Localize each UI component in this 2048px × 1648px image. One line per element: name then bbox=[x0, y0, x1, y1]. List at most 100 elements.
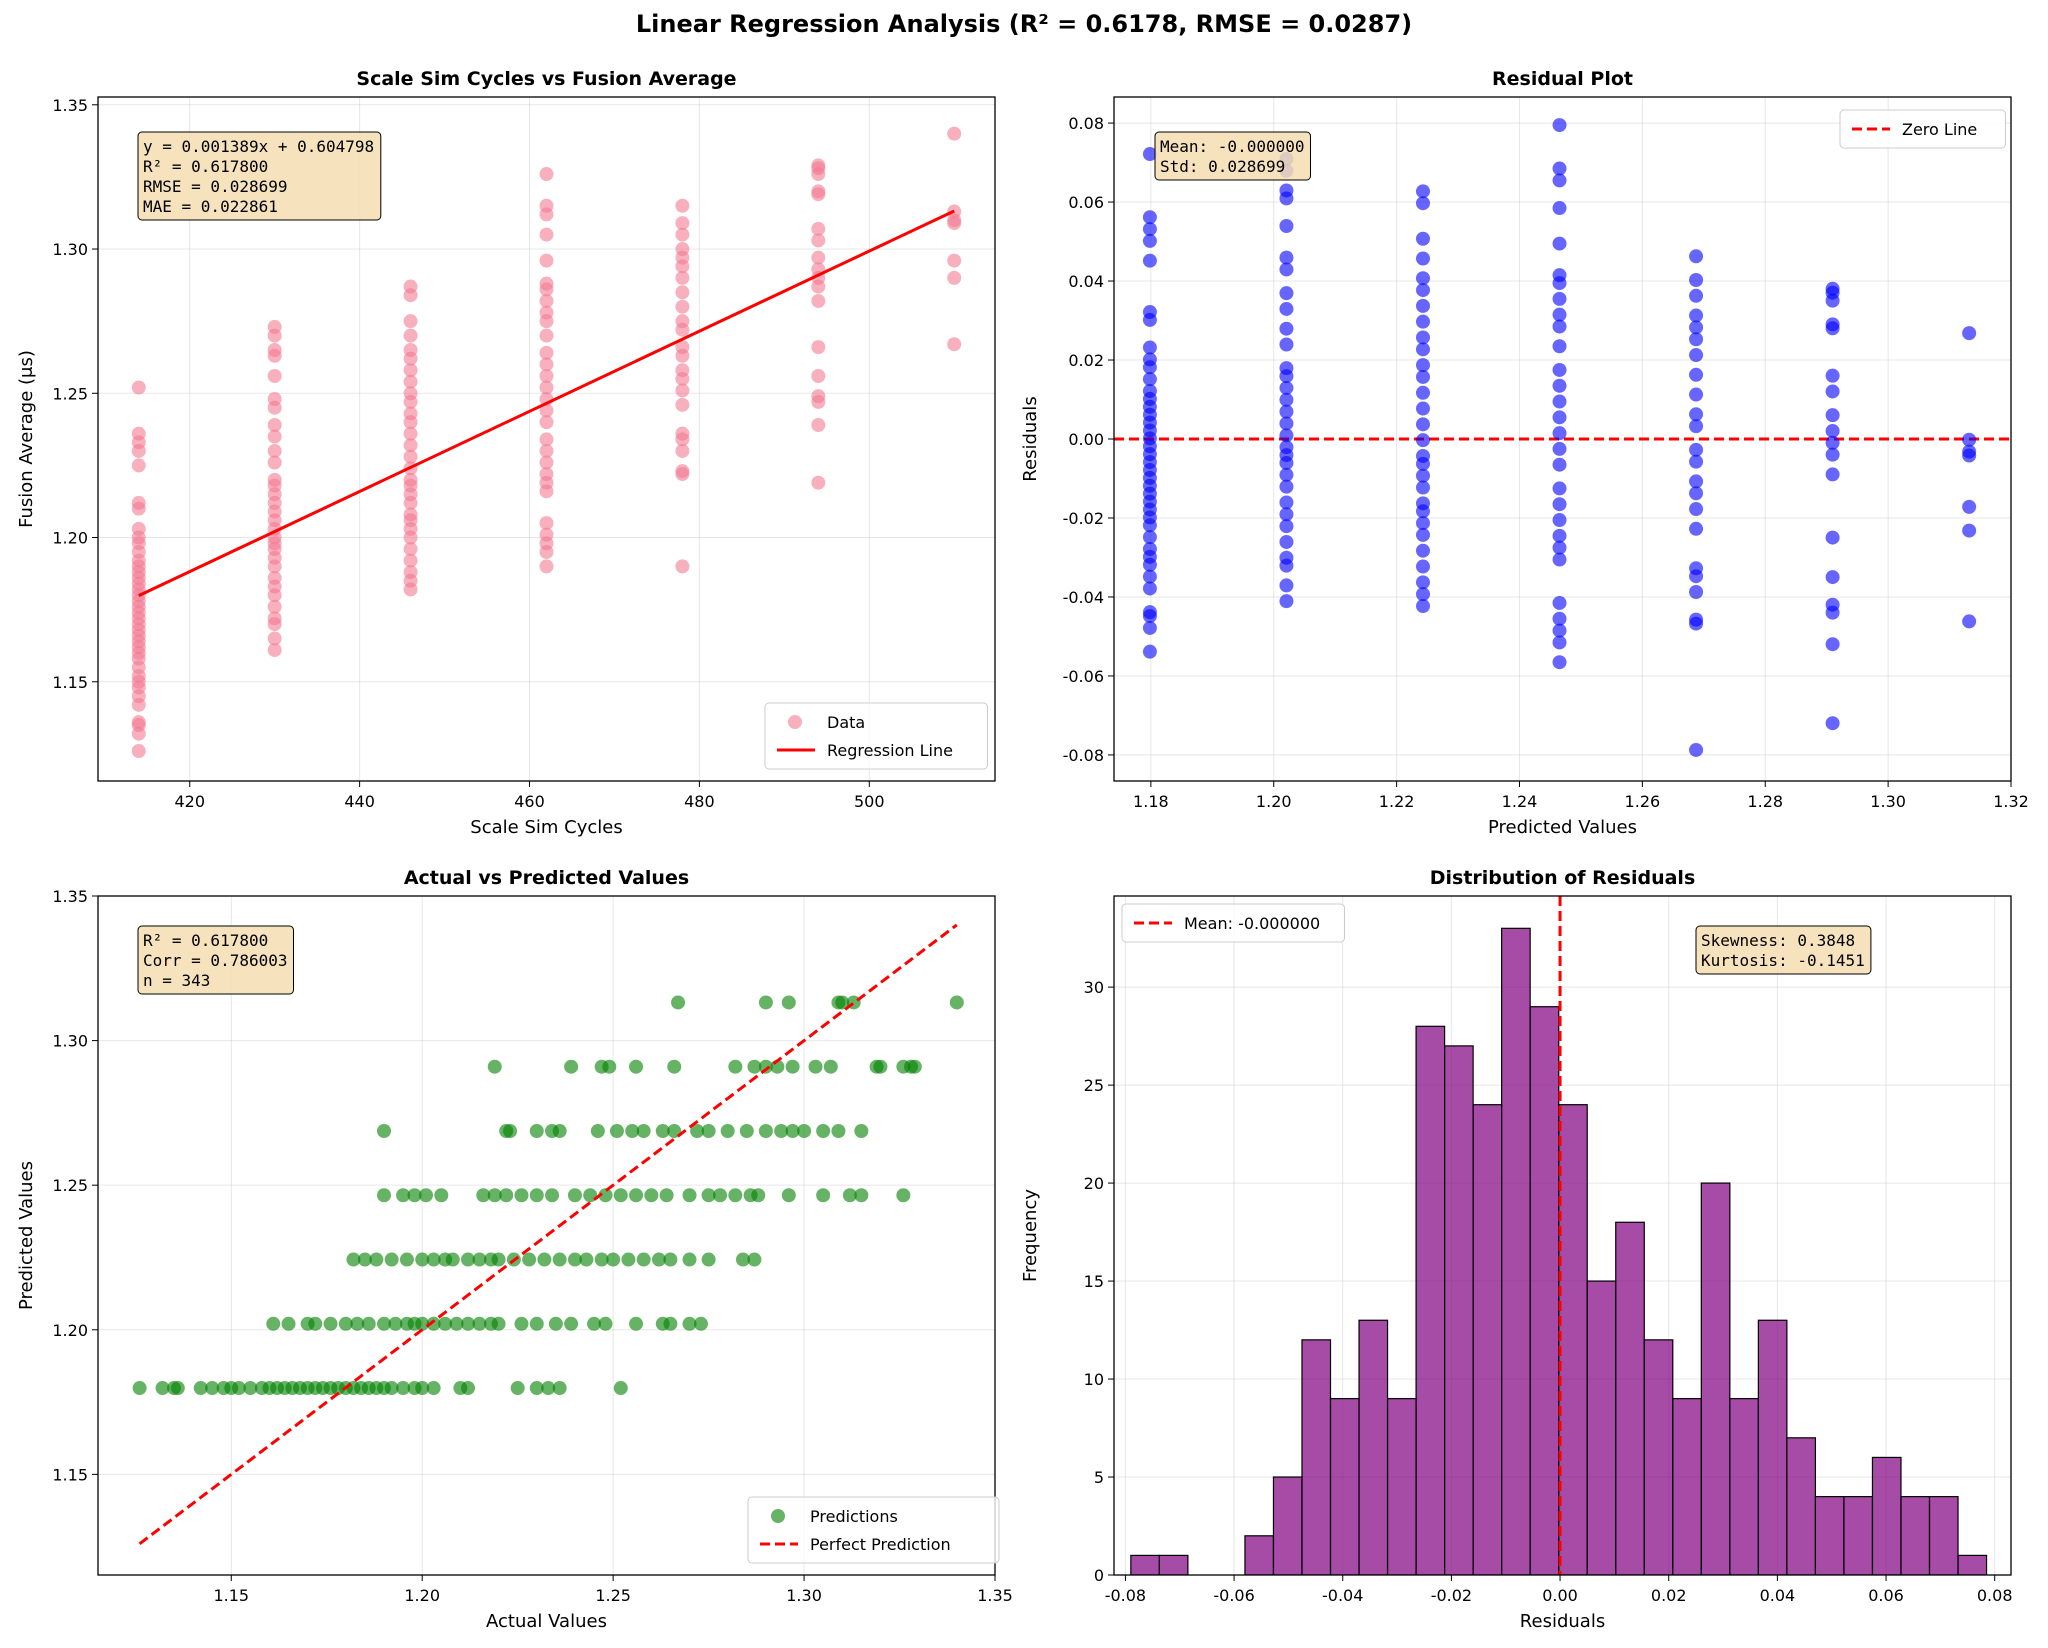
y-tick-label: 1.35 bbox=[52, 96, 88, 115]
data-point bbox=[675, 383, 690, 398]
residual-point bbox=[1962, 499, 1977, 514]
prediction-point bbox=[747, 1059, 762, 1074]
prediction-point bbox=[609, 1123, 624, 1138]
data-point bbox=[267, 443, 282, 458]
stats-annotation-line: y = 0.001389x + 0.604798 bbox=[143, 137, 374, 156]
data-point bbox=[131, 521, 146, 536]
prediction-point bbox=[579, 1252, 594, 1267]
residual-point bbox=[1279, 479, 1294, 494]
residual-point bbox=[1415, 251, 1430, 266]
prediction-point bbox=[434, 1188, 449, 1203]
residual-point bbox=[1415, 516, 1430, 531]
axes-frame bbox=[97, 895, 996, 1576]
prediction-point bbox=[797, 1123, 812, 1138]
data-point bbox=[675, 340, 690, 355]
residual-point bbox=[1689, 442, 1704, 457]
residual-point bbox=[1142, 569, 1157, 584]
data-point bbox=[811, 293, 826, 308]
data-point bbox=[811, 233, 826, 248]
prediction-point bbox=[426, 1381, 441, 1396]
stats-annotation-line: n = 343 bbox=[143, 971, 210, 990]
data-point bbox=[403, 406, 418, 421]
x-tick-label: 0.00 bbox=[1542, 1586, 1578, 1605]
stats-annotation-line: Kurtosis: -0.1451 bbox=[1701, 951, 1865, 970]
residual-point bbox=[1552, 268, 1567, 283]
y-axis-label: Frequency bbox=[1020, 1189, 1041, 1282]
data-point bbox=[539, 368, 554, 383]
prediction-point bbox=[415, 1316, 430, 1331]
residual-point bbox=[1415, 314, 1430, 329]
data-point bbox=[403, 565, 418, 580]
data-point bbox=[675, 285, 690, 300]
data-point bbox=[539, 305, 554, 320]
prediction-point bbox=[472, 1316, 487, 1331]
residual-point bbox=[1415, 527, 1430, 542]
prediction-point bbox=[346, 1252, 361, 1267]
residual-point bbox=[1415, 385, 1430, 400]
prediction-point bbox=[487, 1059, 502, 1074]
prediction-point bbox=[529, 1188, 544, 1203]
x-tick-label: 0.06 bbox=[1868, 1586, 1904, 1605]
prediction-point bbox=[701, 1188, 716, 1203]
y-tick-label: 25 bbox=[1084, 1076, 1104, 1095]
prediction-point bbox=[594, 1252, 609, 1267]
x-tick-label: 0.02 bbox=[1651, 1586, 1687, 1605]
x-tick-label: 480 bbox=[684, 792, 715, 811]
prediction-point bbox=[350, 1316, 365, 1331]
histogram-bar bbox=[1501, 927, 1531, 1575]
x-tick-label: -0.06 bbox=[1213, 1586, 1254, 1605]
prediction-point bbox=[816, 1188, 831, 1203]
residual-point bbox=[1689, 502, 1704, 517]
residual-point bbox=[1279, 416, 1294, 431]
residual-point bbox=[1415, 342, 1430, 357]
prediction-point bbox=[552, 1252, 567, 1267]
prediction-point bbox=[598, 1188, 613, 1203]
histogram-bar bbox=[1586, 1280, 1617, 1575]
prediction-point bbox=[487, 1188, 502, 1203]
prediction-point bbox=[636, 1123, 651, 1138]
residual-point bbox=[1415, 496, 1430, 511]
prediction-point bbox=[636, 1252, 651, 1267]
prediction-point bbox=[663, 1316, 678, 1331]
prediction-point bbox=[720, 1123, 735, 1138]
residual-point bbox=[1279, 380, 1294, 395]
prediction-point bbox=[629, 1188, 644, 1203]
prediction-point bbox=[629, 1059, 644, 1074]
data-point bbox=[131, 426, 146, 441]
prediction-point bbox=[758, 1123, 773, 1138]
data-point bbox=[403, 542, 418, 557]
data-point bbox=[131, 458, 146, 473]
histogram-bar bbox=[1900, 1496, 1931, 1575]
prediction-point bbox=[396, 1188, 411, 1203]
prediction-point bbox=[667, 1059, 682, 1074]
prediction-point bbox=[415, 1381, 430, 1396]
prediction-point bbox=[491, 1252, 506, 1267]
residual-point bbox=[1552, 378, 1567, 393]
prediction-point bbox=[548, 1316, 563, 1331]
prediction-point bbox=[625, 1123, 640, 1138]
data-point bbox=[267, 368, 282, 383]
x-tick-label: 1.35 bbox=[977, 1586, 1013, 1605]
residual-point bbox=[1279, 507, 1294, 522]
y-tick-label: 1.15 bbox=[52, 1465, 88, 1484]
data-point bbox=[675, 314, 690, 329]
residual-point bbox=[1825, 530, 1840, 545]
residual-point bbox=[1689, 407, 1704, 422]
residual-point bbox=[1552, 201, 1567, 216]
prediction-point bbox=[231, 1381, 246, 1396]
data-point bbox=[675, 227, 690, 242]
residual-point bbox=[1142, 620, 1157, 635]
prediction-point bbox=[655, 1123, 670, 1138]
subplot-2: 1.18 1.20 1.22 1.24 1.26 1.28 1.30 1.32 -0.08 -0.… bbox=[1020, 68, 2029, 838]
residual-point bbox=[1142, 147, 1157, 162]
prediction-point bbox=[728, 1059, 743, 1074]
prediction-point bbox=[690, 1123, 705, 1138]
stats-annotation-line: Mean: -0.000000 bbox=[1160, 137, 1305, 156]
residual-point bbox=[1415, 401, 1430, 416]
x-tick-label: 1.20 bbox=[404, 1586, 440, 1605]
residual-point bbox=[1279, 219, 1294, 234]
data-point bbox=[403, 374, 418, 389]
residual-point bbox=[1689, 273, 1704, 288]
y-tick-label: 1.20 bbox=[52, 1321, 88, 1340]
axes-frame bbox=[1113, 96, 2012, 782]
